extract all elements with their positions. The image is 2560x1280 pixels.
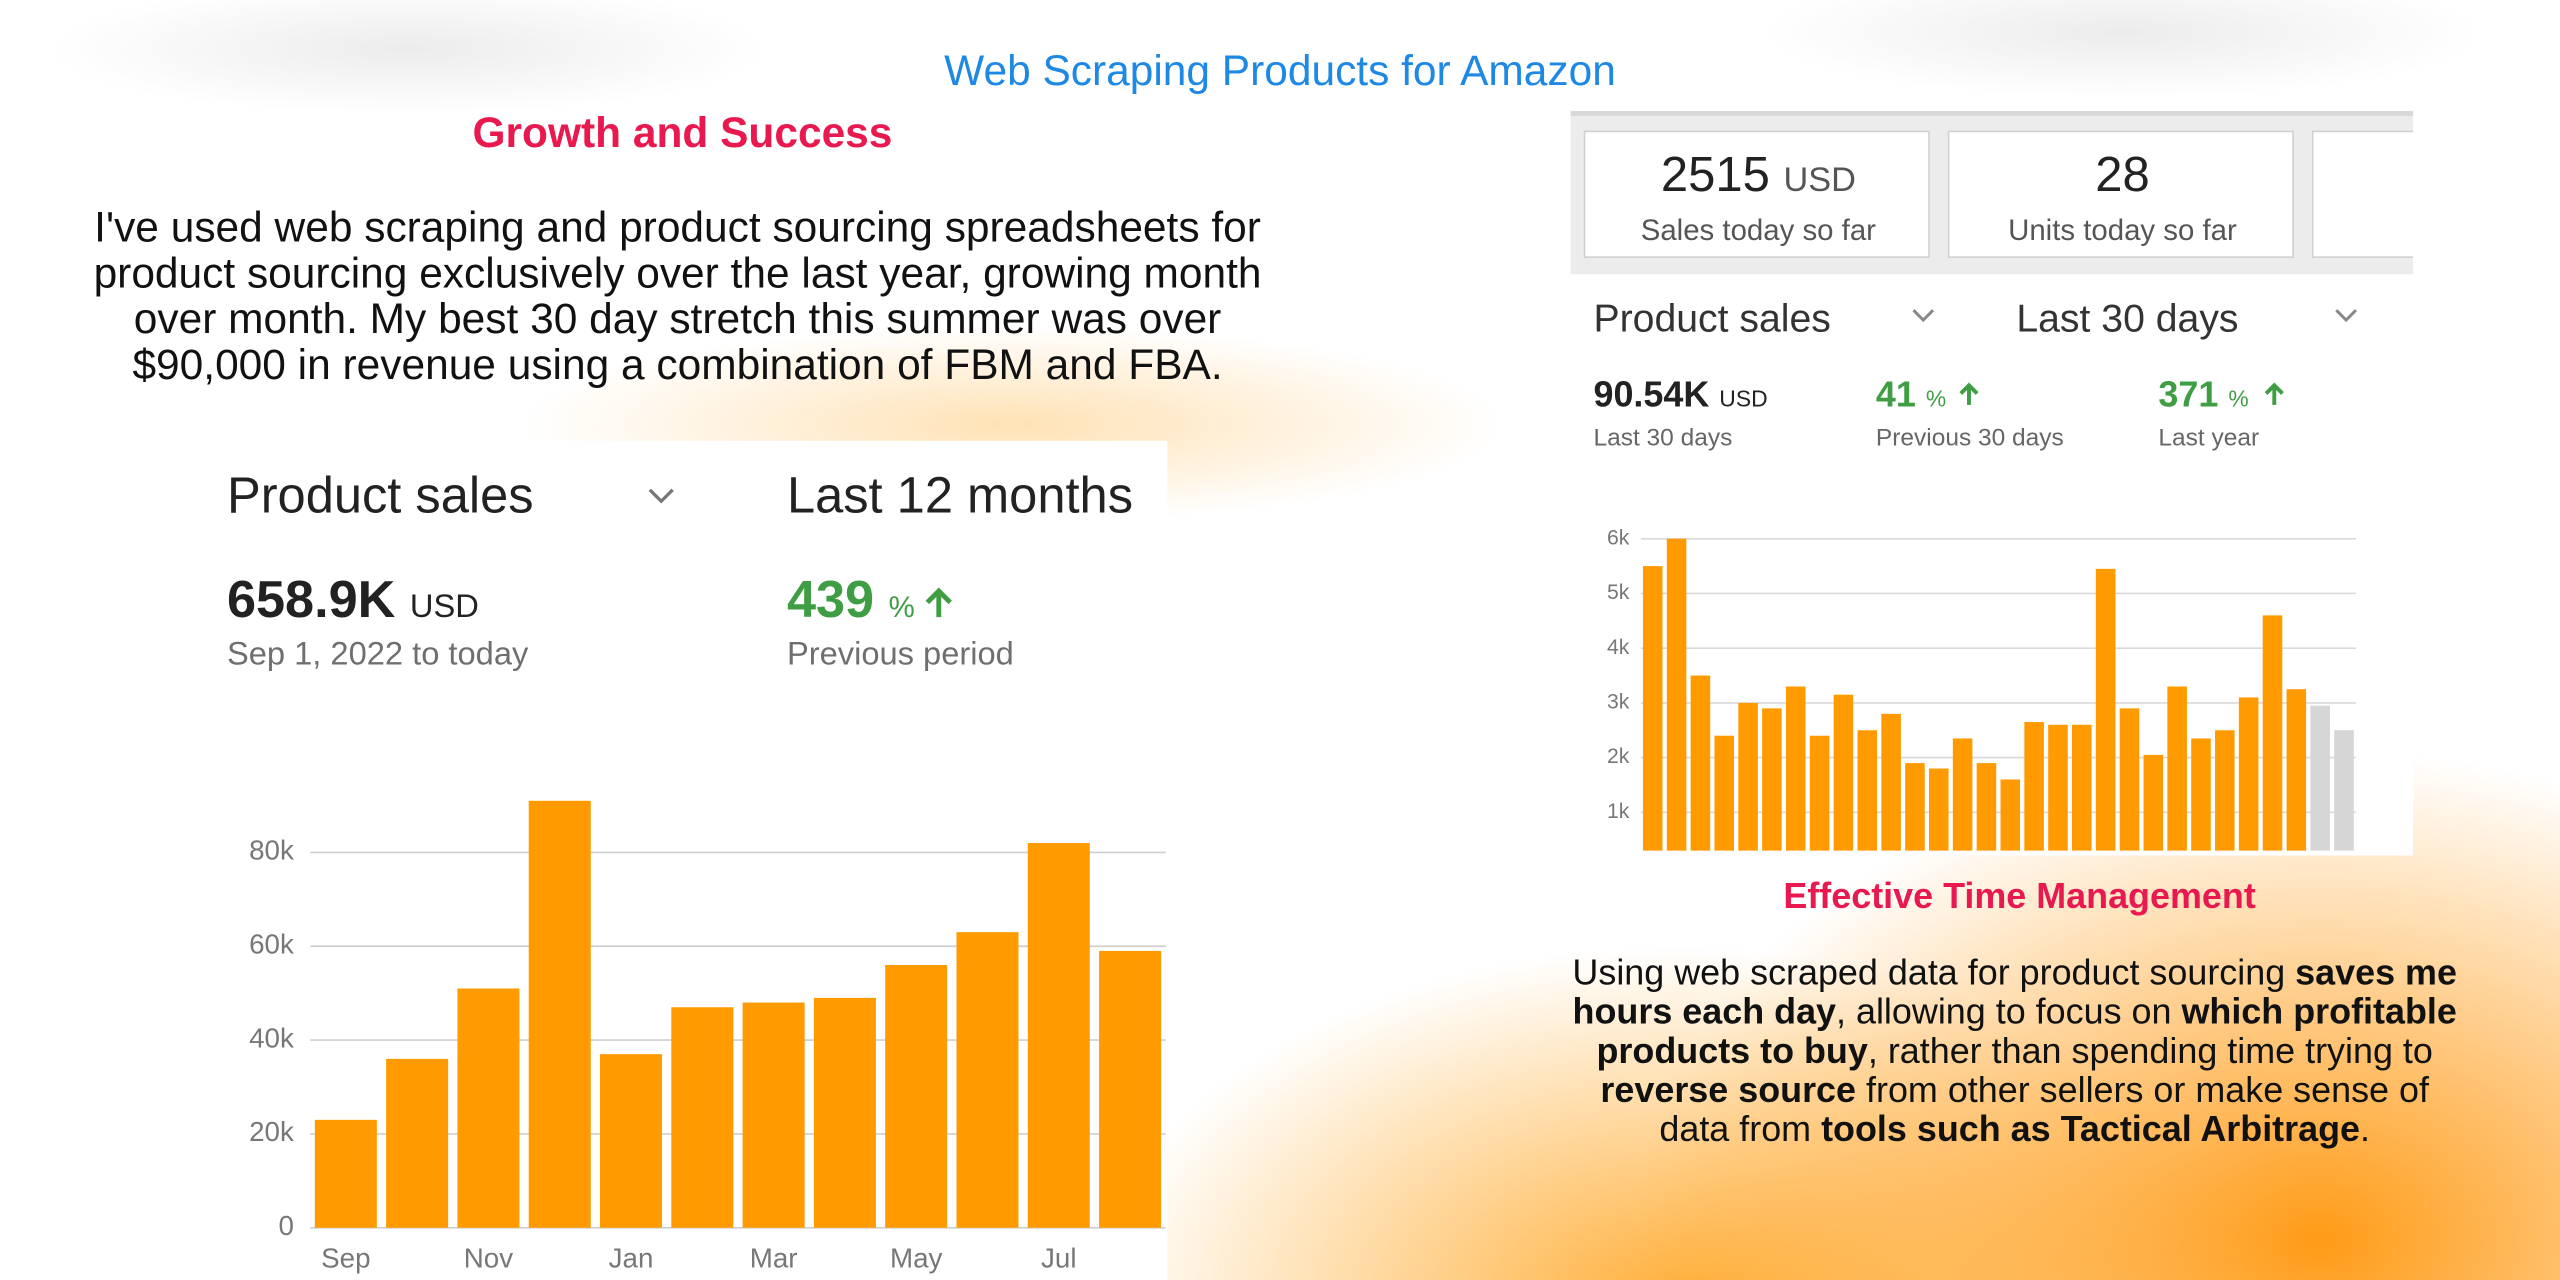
bold-text: saves me hours each day bbox=[1572, 951, 2457, 1032]
bold-text: which profitable products to buy bbox=[1596, 991, 2457, 1072]
metric-dropdown[interactable]: Product sales bbox=[1593, 297, 1831, 342]
stat-unit: % bbox=[2228, 385, 2249, 412]
stat-unit: % bbox=[1925, 385, 1947, 412]
total-stat: 658.9K USD bbox=[227, 570, 479, 630]
card-number: 2515 bbox=[1660, 148, 1770, 203]
bold-text: tools such as Tactical Arbitrage bbox=[1821, 1108, 2361, 1150]
stat: 41 % bbox=[1876, 374, 1946, 416]
text: Using web scraped data for product sourc… bbox=[1572, 951, 2296, 993]
card-caption: Units today so far bbox=[2008, 213, 2237, 247]
stat-caption: Last 30 days bbox=[1593, 424, 1733, 453]
text: from other sellers or make sense of data… bbox=[1659, 1069, 2429, 1150]
stat-value: 439 bbox=[786, 569, 875, 629]
stat-value: 90.54K bbox=[1593, 373, 1710, 415]
card-caption: Cu bbox=[2313, 214, 2413, 248]
stat-card: 28 Units today so far bbox=[1947, 130, 2295, 258]
stat-card: 2515 USD Sales today so far bbox=[1583, 130, 1931, 258]
stat-caption: Previous period bbox=[786, 636, 1014, 673]
change-stat: 439 % bbox=[787, 570, 915, 630]
card-unit: USD bbox=[1783, 161, 1856, 200]
card-value: 35 bbox=[2313, 149, 2413, 205]
stat-caption: Sep 1, 2022 to today bbox=[226, 636, 529, 673]
text: . bbox=[2360, 1108, 2371, 1150]
paragraph: Using web scraped data for product sourc… bbox=[1571, 953, 2459, 1149]
stat-value: 41 bbox=[1875, 373, 1916, 415]
period-label: Last 12 months bbox=[786, 466, 1134, 525]
card-number: 28 bbox=[2095, 148, 2150, 203]
card-value: 2515 USD bbox=[1585, 149, 1931, 205]
metric-dropdown[interactable]: Product sales bbox=[226, 466, 534, 525]
bold-text: reverse source bbox=[1600, 1069, 1857, 1111]
section-heading: Effective Time Management bbox=[1783, 875, 2256, 916]
stat-unit: USD bbox=[409, 589, 479, 626]
paragraph: I've used web scraping and product sourc… bbox=[93, 202, 1262, 389]
stat-value: 371 bbox=[2158, 373, 2219, 415]
stat-card: 35 Cu bbox=[2311, 130, 2414, 258]
section-heading: Growth and Success bbox=[472, 107, 893, 157]
stat: 90.54K USD bbox=[1593, 374, 1767, 416]
card-value: 28 bbox=[1949, 149, 2295, 205]
stat-caption: Previous 30 days bbox=[1875, 424, 2064, 453]
page-title: Web Scraping Products for Amazon bbox=[944, 45, 1616, 95]
period-dropdown[interactable]: Last 30 days bbox=[2016, 297, 2239, 342]
stat-unit: USD bbox=[1719, 385, 1768, 412]
dashboard-panel: 2515 USD Sales today so far 28 Units today … bbox=[1570, 111, 2414, 856]
text: , rather than spending time trying to bbox=[1867, 1030, 2433, 1072]
stat: 371 % bbox=[2158, 374, 2248, 416]
card-caption: Sales today so far bbox=[1640, 213, 1876, 247]
stat-value: 658.9K bbox=[226, 569, 396, 629]
text: , allowing to focus on bbox=[1836, 991, 2182, 1032]
stat-caption: Last year bbox=[2158, 424, 2260, 453]
stat-unit: % bbox=[888, 591, 915, 624]
sales-panel bbox=[204, 440, 1168, 1280]
